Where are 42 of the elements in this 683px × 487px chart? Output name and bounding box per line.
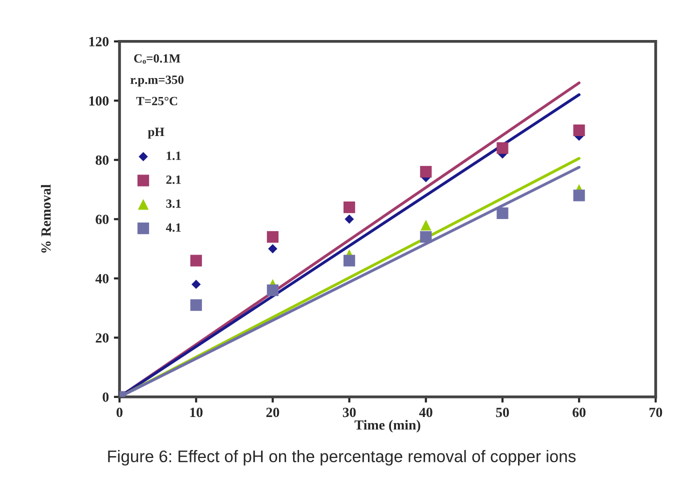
point — [344, 214, 354, 224]
y-tick-label: 120 — [89, 36, 109, 46]
point — [266, 231, 279, 243]
x-tick-label: 60 — [572, 408, 586, 418]
point — [190, 299, 202, 311]
annotation: r.p.m=350 — [130, 76, 184, 87]
point — [343, 201, 356, 214]
x-tick-label: 20 — [266, 408, 280, 418]
point — [190, 254, 202, 266]
y-tick-label: 60 — [96, 214, 109, 224]
caption: Figure 6: Effect of pH on the percentage removal of copper ions — [108, 450, 576, 466]
legend-label: 2.1 — [166, 176, 181, 184]
x-tick-label: 40 — [419, 408, 432, 418]
point — [268, 244, 278, 254]
annotation: Cₒ=0.1M — [134, 54, 180, 64]
legend-label: 3.1 — [166, 199, 181, 208]
point — [420, 231, 432, 243]
point — [192, 280, 201, 289]
point — [266, 284, 279, 296]
point — [573, 124, 585, 136]
point — [573, 190, 585, 202]
point — [496, 142, 508, 154]
y-tick-label: 40 — [95, 274, 109, 284]
x-tick-label: 0 — [116, 408, 122, 418]
legend-title: pH — [148, 128, 164, 139]
y-axis-title: % Removal — [40, 184, 51, 253]
legend-label: 4.1 — [166, 223, 181, 232]
point — [496, 207, 508, 220]
x-axis-title: Time (min) — [354, 420, 420, 433]
y-tick-label: 20 — [96, 333, 109, 343]
point — [420, 166, 432, 178]
x-tick-label: 70 — [650, 408, 662, 418]
point — [343, 254, 356, 266]
y-tick-label: 80 — [96, 155, 109, 165]
annotation: T=25°C — [136, 96, 178, 106]
x-tick-label: 10 — [190, 408, 203, 418]
x-tick-label: 50 — [496, 408, 509, 418]
x-tick-label: 30 — [342, 408, 356, 418]
y-tick-label: 100 — [89, 96, 109, 106]
y-tick-label: 0 — [102, 392, 109, 402]
legend-label: 1.1 — [166, 152, 181, 160]
point — [420, 220, 432, 230]
